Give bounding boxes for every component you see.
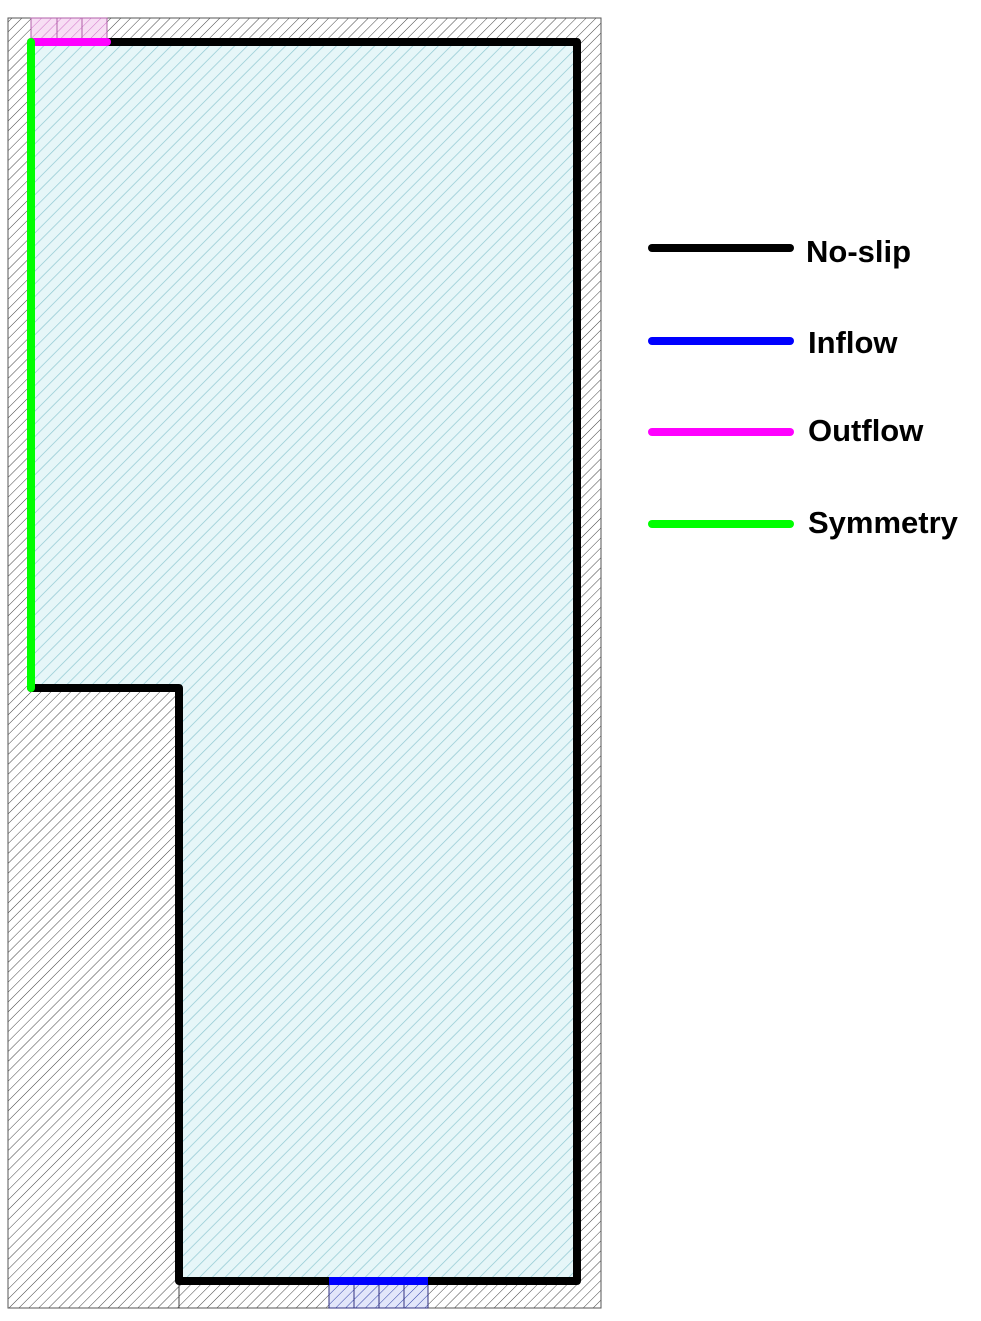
legend-label-inflow: Inflow <box>808 325 898 360</box>
fluid-domain <box>31 42 577 1281</box>
legend-item-inflow: Inflow <box>648 325 898 360</box>
legend-item-outflow: Outflow <box>648 413 924 448</box>
legend-item-no-slip: No-slip <box>648 234 911 269</box>
inflow-port <box>328 1280 429 1309</box>
legend: No-slip Inflow Outflow Symmetry <box>648 234 959 540</box>
legend-item-symmetry: Symmetry <box>648 505 959 540</box>
legend-label-no-slip: No-slip <box>806 234 911 269</box>
legend-label-outflow: Outflow <box>808 413 924 448</box>
legend-label-symmetry: Symmetry <box>808 505 959 540</box>
